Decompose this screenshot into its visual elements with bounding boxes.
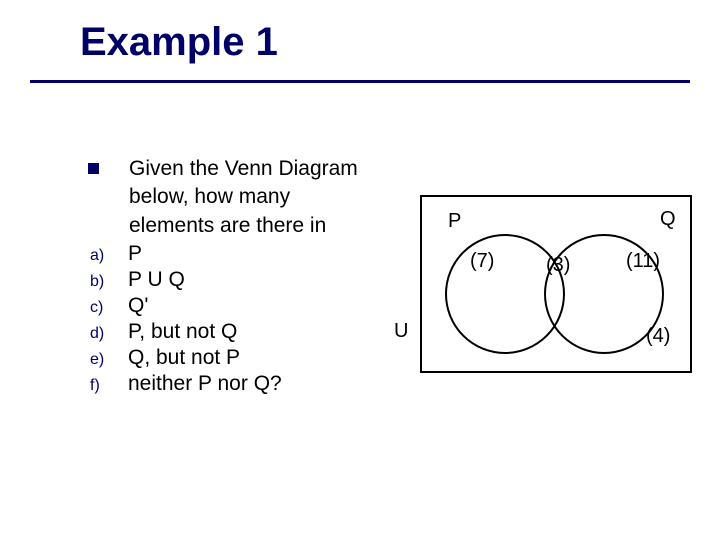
- region-p-only: (7): [470, 250, 494, 273]
- title-underline: [30, 80, 690, 83]
- region-outside: (4): [646, 325, 670, 348]
- question-item: b) P U Q: [90, 268, 370, 292]
- region-q-only: (11): [626, 250, 660, 273]
- slide: Example 1 Given the Venn Diagram below, …: [0, 0, 720, 540]
- set-p-label: P: [448, 210, 461, 233]
- set-q-label: Q: [660, 208, 676, 231]
- question-item: d) P, but not Q: [90, 320, 370, 344]
- universe-label: U: [394, 320, 408, 343]
- item-text: Q, but not P: [128, 346, 240, 370]
- item-marker: c): [90, 299, 128, 317]
- question-lead-row: Given the Venn Diagram below, how many e…: [90, 155, 370, 240]
- item-marker: a): [90, 247, 128, 265]
- question-item: e) Q, but not P: [90, 346, 370, 370]
- region-intersection: (3): [546, 254, 570, 277]
- question-item: c) Q': [90, 294, 370, 318]
- item-marker: f): [90, 377, 128, 395]
- item-marker: b): [90, 273, 128, 291]
- item-text: Q': [128, 294, 148, 318]
- slide-title: Example 1: [80, 20, 278, 65]
- question-item: a) P: [90, 242, 370, 266]
- item-text: P, but not Q: [128, 320, 237, 344]
- item-marker: d): [90, 325, 128, 343]
- item-marker: e): [90, 351, 128, 369]
- question-lead-text: Given the Venn Diagram below, how many e…: [129, 155, 370, 240]
- item-text: P: [128, 242, 142, 266]
- square-bullet-icon: [88, 163, 99, 174]
- item-text: neither P nor Q?: [128, 372, 282, 396]
- question-block: Given the Venn Diagram below, how many e…: [90, 155, 370, 396]
- question-item: f) neither P nor Q?: [90, 372, 370, 396]
- item-text: P U Q: [128, 268, 185, 292]
